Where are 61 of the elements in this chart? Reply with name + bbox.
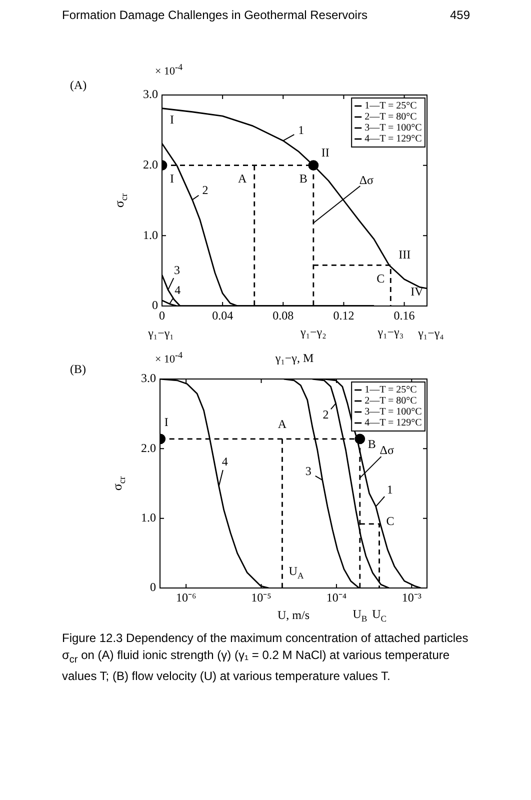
- legend-label: 3—T = 100°C: [364, 122, 422, 134]
- annotation: 4: [222, 454, 228, 468]
- x-tick-label: 0.08: [272, 308, 294, 322]
- legend-label: 3—T = 100°C: [364, 406, 422, 418]
- annotation: I: [170, 112, 174, 127]
- x-tick-label: 0.04: [212, 308, 234, 322]
- x-tick-label: 10⁻⁵: [251, 590, 272, 604]
- annotation: 2: [322, 408, 329, 422]
- y-axis-title: σcr: [109, 475, 128, 491]
- x-tick-label: 0.16: [394, 308, 415, 322]
- annotation: Δσ: [380, 443, 395, 458]
- x-tick-label: 10⁻³: [402, 590, 422, 604]
- annotation: Δσ: [359, 173, 374, 188]
- annotation: I: [170, 171, 174, 186]
- y-tick-label: 1.0: [141, 510, 156, 524]
- text: γ₁−γ₄: [418, 326, 444, 341]
- text: (A): [70, 78, 87, 93]
- y-tick-label: 3.0: [141, 371, 156, 386]
- y-tick-label: 0: [152, 298, 158, 312]
- annotation: 1: [386, 482, 393, 497]
- annotation: C: [376, 271, 385, 286]
- annotation: B: [368, 437, 376, 452]
- y-tick-label: 1.0: [143, 228, 158, 242]
- legend-label: 2—T = 80°C: [364, 112, 418, 123]
- annotation: II: [321, 145, 330, 160]
- annotation: A: [278, 417, 287, 432]
- text: × 10$^{-4}$: [155, 350, 183, 366]
- annotation: γ₁−γ₂: [300, 325, 326, 340]
- y-tick-label: 2.0: [143, 157, 158, 172]
- annotation: γ₁−γ₃: [376, 325, 404, 340]
- x-tick-label: 0.12: [333, 308, 354, 322]
- annotation: 4: [174, 283, 181, 298]
- annotation: III: [398, 247, 411, 262]
- text: Formation Damage Challenges in Geothermal Reservoirs: [62, 8, 368, 22]
- legend-label: 2—T = 80°C: [364, 396, 418, 407]
- annotation: IV: [410, 284, 424, 299]
- y-tick-label: 2.0: [141, 440, 156, 455]
- legend-label: 4—T = 129°C: [364, 134, 422, 145]
- text: 459: [450, 8, 470, 22]
- legend-label: 4—T = 129°C: [364, 418, 422, 429]
- legend-label: 1—T = 25°C: [364, 100, 418, 112]
- y-axis-title: σcr: [111, 192, 130, 208]
- y-tick-label: 3.0: [143, 87, 158, 102]
- caption: Figure 12.3 Dependency of the maximum concentration of attached particles σ$_{cr}$ on (A) fluid ionic strength (γ) (γ₁ = 0.2 M NaCl) at various temperature values T; (B) flow velocity (U) at various temperature values T.: [62, 630, 470, 686]
- x-axis-title: γ₁−γ, M: [274, 350, 314, 365]
- x-axis-title: U, m/s: [277, 608, 310, 622]
- text: (B): [70, 362, 86, 377]
- text: × 10$^{-4}$: [155, 62, 183, 78]
- legend-label: 1—T = 25°C: [364, 384, 418, 396]
- annotation: I: [164, 415, 168, 430]
- annotation: 2: [202, 182, 208, 197]
- annotation: 3: [174, 262, 180, 277]
- annotation: B: [299, 171, 308, 186]
- annotation: C: [386, 514, 394, 528]
- annotation: 3: [305, 464, 312, 478]
- annotation: 1: [298, 122, 304, 137]
- y-tick-label: 0: [150, 580, 156, 594]
- x-tick-label: 10⁻⁶: [176, 590, 196, 604]
- annotation: A: [238, 171, 248, 186]
- text: γ₁−γ₁: [148, 326, 174, 341]
- x-tick-label: 10⁻⁴: [326, 590, 347, 604]
